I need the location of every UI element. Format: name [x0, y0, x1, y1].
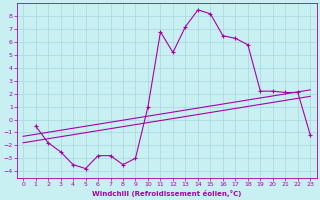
X-axis label: Windchill (Refroidissement éolien,°C): Windchill (Refroidissement éolien,°C)	[92, 190, 241, 197]
